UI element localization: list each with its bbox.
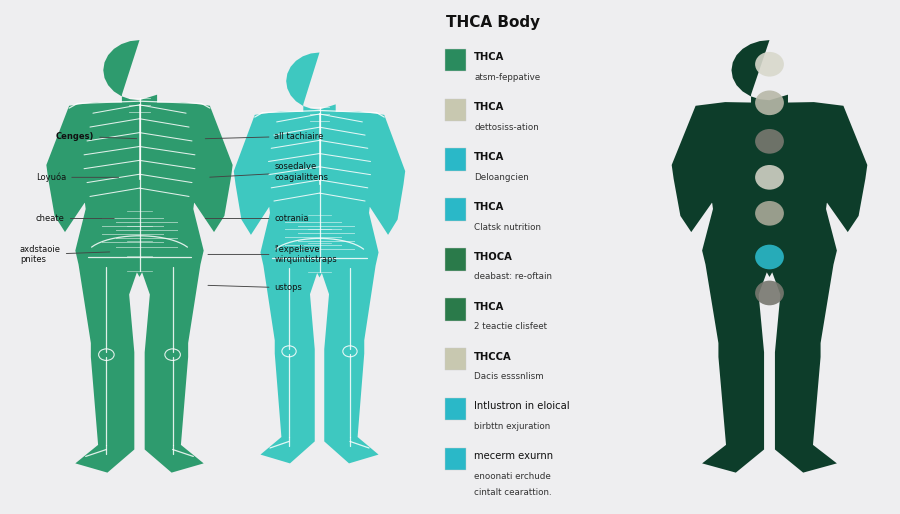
- Text: birbttn exjuration: birbttn exjuration: [474, 422, 551, 431]
- Text: 2 teactie clisfeet: 2 teactie clisfeet: [474, 322, 547, 332]
- Polygon shape: [671, 40, 868, 473]
- FancyBboxPatch shape: [445, 398, 466, 420]
- Text: axdstaoie
pnites: axdstaoie pnites: [20, 245, 110, 264]
- Ellipse shape: [755, 201, 784, 226]
- Text: Clatsk nutrition: Clatsk nutrition: [474, 223, 541, 232]
- Text: THCA: THCA: [474, 202, 505, 212]
- Text: Intlustron in eloical: Intlustron in eloical: [474, 401, 570, 411]
- Text: Loyuóa: Loyuóa: [36, 173, 119, 182]
- Ellipse shape: [755, 129, 784, 154]
- Text: THCCA: THCCA: [474, 352, 512, 361]
- Text: THCA Body: THCA Body: [446, 15, 540, 30]
- Text: THCA: THCA: [474, 302, 505, 311]
- Text: THCA: THCA: [474, 52, 505, 62]
- Text: l'expelieve
wirquintistraps: l'expelieve wirquintistraps: [208, 245, 338, 264]
- FancyBboxPatch shape: [445, 348, 466, 371]
- FancyBboxPatch shape: [445, 149, 466, 171]
- Text: cintalt cearattion.: cintalt cearattion.: [474, 488, 552, 498]
- Text: sosedalve
coagialittens: sosedalve coagialittens: [210, 162, 328, 182]
- Text: deabast: re-oftain: deabast: re-oftain: [474, 272, 553, 282]
- Text: all tachiaire: all tachiaire: [205, 132, 324, 141]
- Text: Cenges): Cenges): [56, 132, 137, 141]
- Ellipse shape: [755, 281, 784, 305]
- Ellipse shape: [755, 245, 784, 269]
- Text: Deloangcien: Deloangcien: [474, 173, 529, 182]
- Text: atsm-feppative: atsm-feppative: [474, 73, 540, 82]
- Text: THCA: THCA: [474, 102, 505, 112]
- Polygon shape: [234, 52, 405, 464]
- FancyBboxPatch shape: [445, 248, 466, 271]
- Ellipse shape: [755, 90, 784, 115]
- Text: cheate: cheate: [36, 214, 114, 223]
- FancyBboxPatch shape: [445, 448, 466, 470]
- Text: THCA: THCA: [474, 152, 505, 162]
- FancyBboxPatch shape: [445, 99, 466, 121]
- Text: enoonati erchude: enoonati erchude: [474, 472, 551, 481]
- Ellipse shape: [755, 165, 784, 190]
- FancyBboxPatch shape: [445, 198, 466, 221]
- Text: THOCA: THOCA: [474, 252, 513, 262]
- Text: mecerm exurnn: mecerm exurnn: [474, 451, 554, 461]
- FancyBboxPatch shape: [445, 298, 466, 321]
- Text: cotrania: cotrania: [205, 214, 309, 223]
- Polygon shape: [46, 40, 232, 473]
- Text: dettosiss-ation: dettosiss-ation: [474, 123, 539, 132]
- FancyBboxPatch shape: [445, 49, 466, 71]
- Text: ustops: ustops: [208, 283, 302, 292]
- Text: Dacis esssnlism: Dacis esssnlism: [474, 372, 544, 381]
- Ellipse shape: [755, 52, 784, 77]
